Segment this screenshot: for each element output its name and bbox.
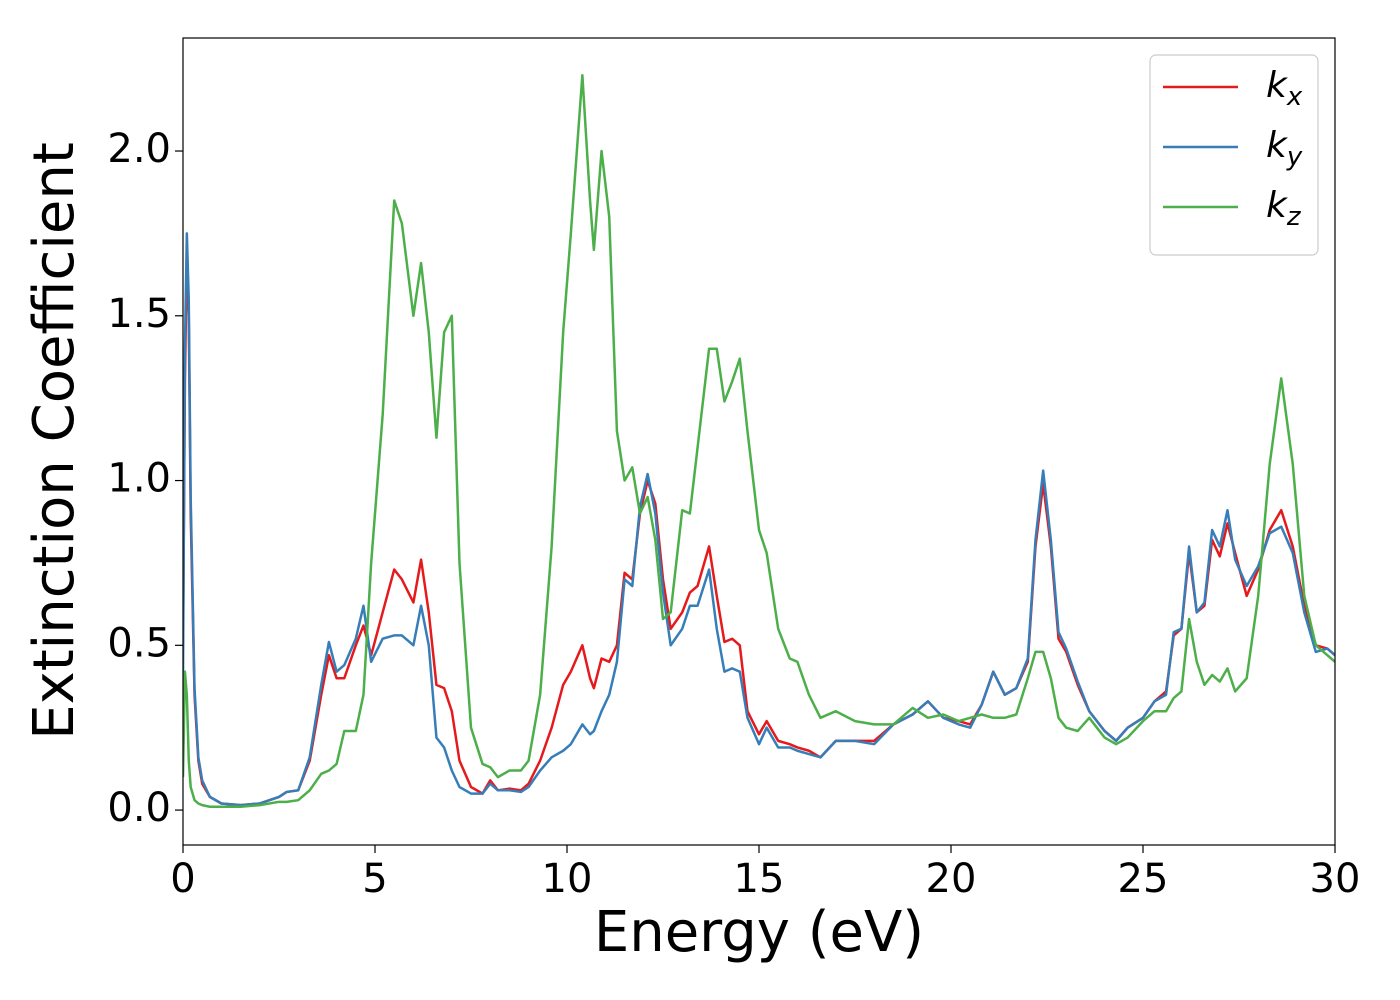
y-tick-label: 2.0 (107, 126, 171, 172)
x-tick-label: 10 (542, 856, 593, 902)
x-tick-label: 20 (926, 856, 977, 902)
legend-label: ky (1266, 125, 1303, 172)
legend-box (1149, 54, 1319, 256)
y-axis-label: Extinction Coefficient (22, 142, 87, 740)
x-axis-label: Energy (eV) (594, 900, 924, 965)
x-tick-label: 15 (734, 856, 785, 902)
y-tick-label: 1.5 (107, 291, 171, 337)
x-tick-label: 0 (170, 856, 195, 902)
x-tick-label: 5 (362, 856, 387, 902)
y-tick-label: 0.5 (107, 620, 171, 666)
legend-label: kx (1266, 65, 1303, 112)
series-line (183, 232, 1335, 807)
y-tick-label: 0.0 (107, 785, 171, 831)
legend-label: kz (1266, 185, 1302, 232)
x-tick-label: 30 (1310, 856, 1361, 902)
plot-lines (183, 73, 1335, 809)
y-tick-label: 1.0 (107, 456, 171, 502)
series-line (183, 73, 1335, 809)
x-tick-label: 25 (1118, 856, 1169, 902)
